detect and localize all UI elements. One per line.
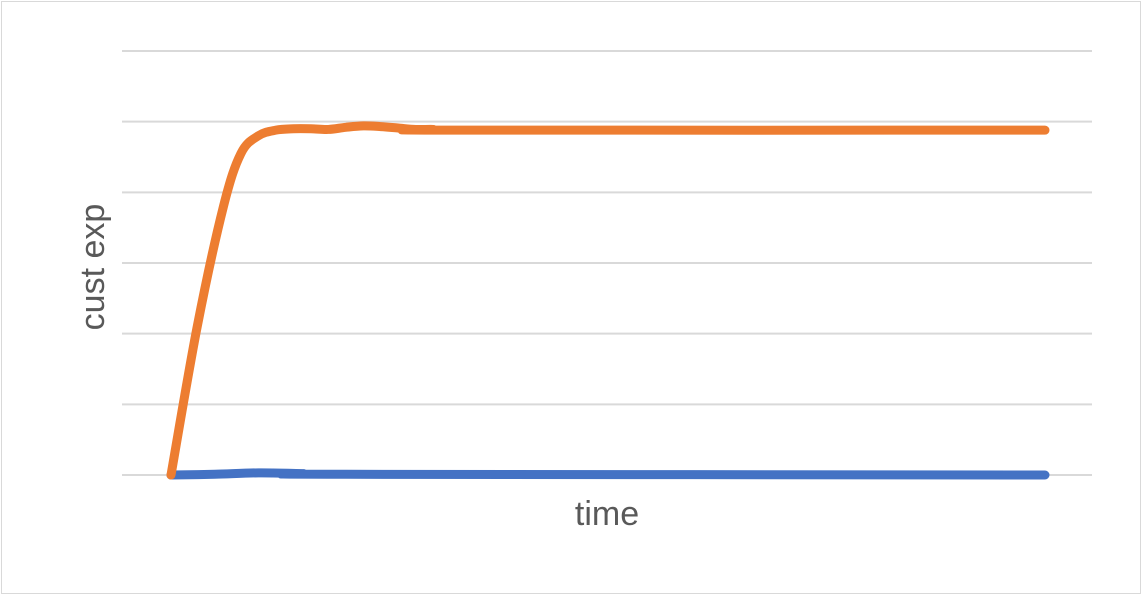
gridlines xyxy=(122,50,1092,476)
series-layer xyxy=(166,121,1050,480)
y-axis-title: cust exp xyxy=(74,204,112,331)
series-line-1 xyxy=(166,121,1050,480)
x-axis-title: time xyxy=(575,495,639,533)
series-line-0 xyxy=(166,468,1050,480)
